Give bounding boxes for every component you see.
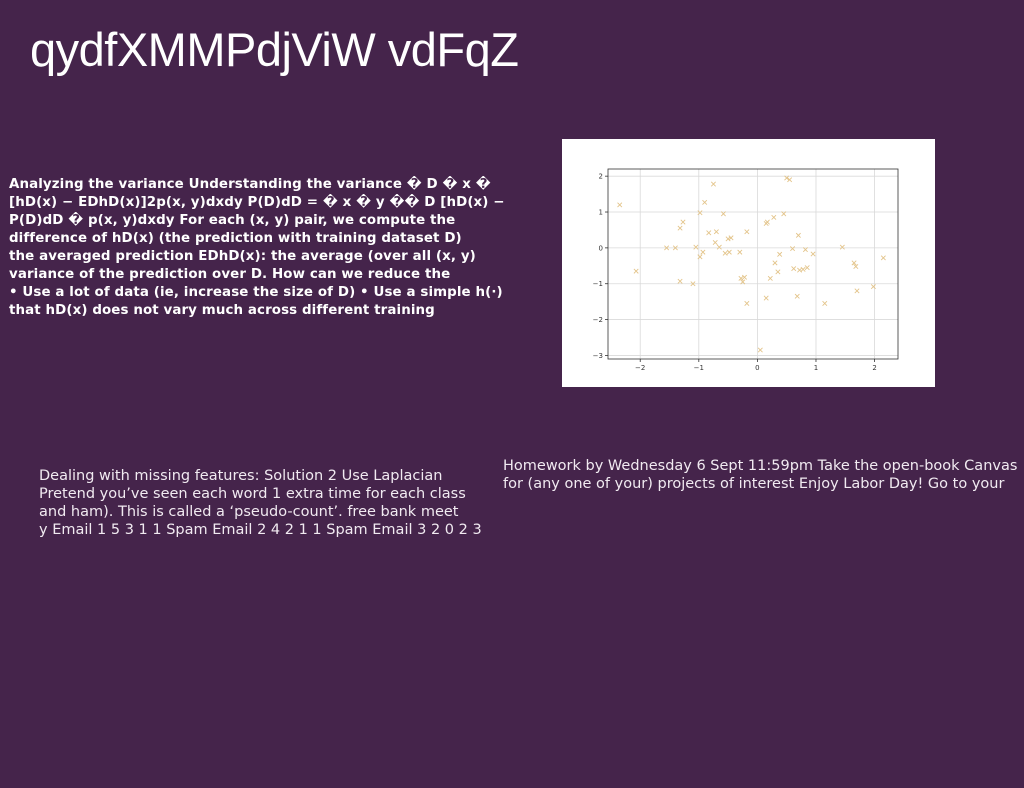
scatter-point <box>728 235 734 241</box>
scatter-point <box>712 239 718 246</box>
homework-line: for (any one of your) projects of intere… <box>503 476 1005 492</box>
scatter-point <box>870 284 876 290</box>
scatter-point <box>700 249 706 255</box>
scatter-point <box>672 245 678 251</box>
scatter-point <box>802 247 808 253</box>
y-tick-label: 2 <box>599 173 603 181</box>
variance-line: that hD(x) does not vary much across dif… <box>9 303 435 318</box>
scatter-point <box>677 278 683 284</box>
scatter-point <box>693 244 699 250</box>
scatter-point <box>680 219 686 225</box>
scatter-point <box>690 281 696 287</box>
x-tick-label: 0 <box>755 364 759 372</box>
scatter-point <box>664 245 670 251</box>
scatter-point <box>702 199 708 205</box>
scatter-point <box>839 244 845 250</box>
scatter-point <box>713 229 719 235</box>
variance-text-block: Analyzing the variance Understanding the… <box>9 176 521 320</box>
x-tick-label: −2 <box>635 364 645 372</box>
scatter-point <box>740 279 746 285</box>
scatter-point <box>741 274 748 280</box>
scatter-point <box>795 232 801 238</box>
scatter-point <box>771 214 777 220</box>
y-tick-label: −2 <box>593 316 603 324</box>
scatter-point <box>725 236 731 242</box>
scatter-point <box>790 246 796 252</box>
missing-features-line: and ham). This is called a ‘pseudo-count… <box>39 504 459 520</box>
scatter-point <box>737 249 743 255</box>
scatter-point <box>772 260 778 266</box>
scatter-point <box>722 250 728 256</box>
scatter-point <box>777 251 783 257</box>
variance-line: P(D)dD � p(x, y)dxdy For each (x, y) pai… <box>9 213 456 228</box>
y-tick-label: −1 <box>593 280 603 288</box>
scatter-point <box>697 254 703 260</box>
variance-line: [hD(x) − EDhD(x)]2p(x, y)dxdy P(D)dD = �… <box>9 195 505 210</box>
scatter-point <box>822 300 828 306</box>
scatter-point <box>677 225 683 231</box>
scatter-point <box>764 219 770 225</box>
scatter-point <box>757 347 763 353</box>
x-tick-label: 2 <box>872 364 876 372</box>
scatter-point <box>763 295 769 301</box>
scatter-point <box>710 181 716 187</box>
scatter-point <box>880 255 886 261</box>
x-tick-label: 1 <box>814 364 818 372</box>
scatter-plot-figure: −2 −1 0 1 2 −3 −2 −1 0 1 2 <box>562 139 935 387</box>
homework-text-block: Homework by Wednesday 6 Sept 11:59pm Tak… <box>503 457 1024 493</box>
scatter-point <box>810 251 816 257</box>
scatter-point <box>854 288 860 294</box>
scatter-point <box>791 266 797 272</box>
missing-features-line: Pretend you’ve seen each word 1 extra ti… <box>39 486 466 502</box>
x-tick-label: −1 <box>694 364 704 372</box>
scatter-point <box>738 275 744 281</box>
variance-line: variance of the prediction over D. How c… <box>9 267 451 282</box>
scatter-point <box>726 249 732 255</box>
missing-features-line: Dealing with missing features: Solution … <box>39 468 443 484</box>
scatter-point <box>851 260 857 266</box>
scatter-point <box>617 202 623 208</box>
scatter-point <box>800 266 806 272</box>
y-tick-label: 0 <box>599 244 603 252</box>
scatter-point <box>804 265 810 271</box>
scatter-point <box>787 177 793 183</box>
variance-line: • Use a lot of data (ie, increase the si… <box>9 285 503 300</box>
scatter-point <box>853 263 859 270</box>
missing-features-line: y Email 1 5 3 1 1 Spam Email 2 4 2 1 1 S… <box>39 522 482 538</box>
scatter-point <box>775 269 781 275</box>
scatter-point <box>767 275 773 281</box>
scatter-point <box>697 210 703 216</box>
scatter-point <box>781 211 787 217</box>
scatter-point <box>744 300 750 306</box>
scatter-point <box>706 230 712 236</box>
slide-title: qydfXMMPdjViW vdFqZ <box>30 23 519 76</box>
y-tick-label: −3 <box>593 352 603 360</box>
scatter-plot: −2 −1 0 1 2 −3 −2 −1 0 1 2 <box>593 168 899 372</box>
scatter-point <box>794 293 800 299</box>
variance-line: the averaged prediction EDhD(x): the ave… <box>9 249 476 264</box>
missing-features-text-block: Dealing with missing features: Solution … <box>39 467 482 539</box>
scatter-point <box>716 244 722 250</box>
variance-line: difference of hD(x) (the prediction with… <box>9 231 462 246</box>
scatter-point <box>720 211 726 217</box>
y-tick-label: 1 <box>599 209 603 217</box>
scatter-point <box>744 229 750 235</box>
homework-line: Homework by Wednesday 6 Sept 11:59pm Tak… <box>503 458 1018 474</box>
scatter-point <box>784 175 790 181</box>
scatter-point <box>633 268 639 274</box>
plot-frame <box>607 168 899 360</box>
variance-line: Analyzing the variance Understanding the… <box>9 177 491 192</box>
